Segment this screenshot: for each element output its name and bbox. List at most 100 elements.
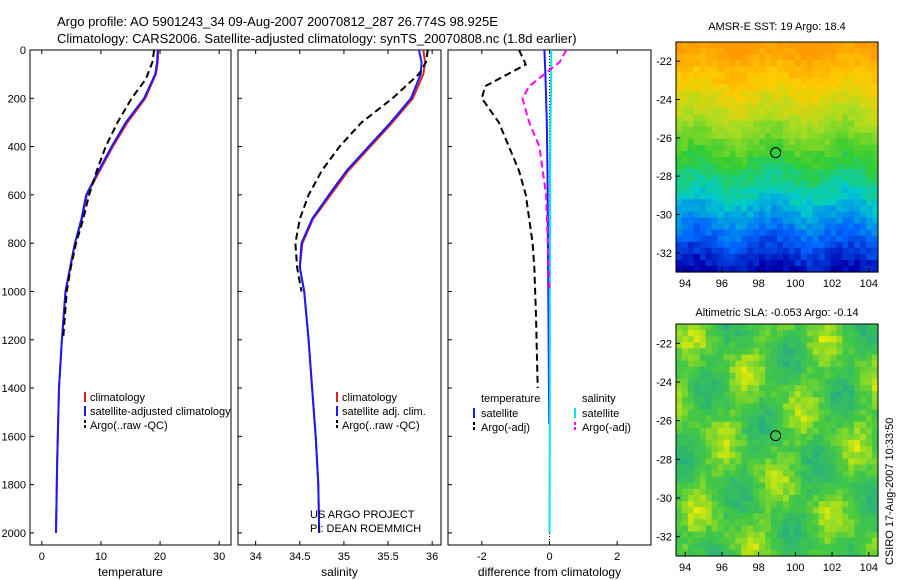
map-cell xyxy=(848,42,855,49)
map-cell xyxy=(693,265,701,273)
map-cell xyxy=(830,385,838,392)
map-cell xyxy=(794,342,802,350)
map-cell xyxy=(794,102,802,110)
map-cell xyxy=(782,446,790,453)
map-cell xyxy=(747,476,754,484)
map-x-tick-label: 102 xyxy=(823,278,841,290)
map-cell xyxy=(866,488,873,496)
map-cell xyxy=(693,324,701,331)
map-cell xyxy=(812,482,820,490)
map-cell xyxy=(782,90,790,98)
map-cell xyxy=(866,54,873,61)
map-cell xyxy=(788,519,796,527)
map-cell xyxy=(723,391,731,398)
map-cell xyxy=(759,163,766,170)
map-cell xyxy=(717,385,725,392)
map-cell xyxy=(723,120,731,128)
map-cell xyxy=(777,409,784,417)
map-cell xyxy=(842,144,849,152)
map-cell xyxy=(759,66,766,73)
map-cell xyxy=(860,324,867,331)
map-cell xyxy=(800,193,808,200)
map-cell xyxy=(806,193,814,200)
legend-entry: Argo(-adj) xyxy=(481,422,530,434)
map-cell xyxy=(771,366,778,374)
map-cell xyxy=(794,458,802,466)
map-cell xyxy=(848,330,855,337)
map-cell xyxy=(806,126,814,134)
map-cell xyxy=(765,126,772,134)
map-cell xyxy=(676,169,683,176)
map-cell xyxy=(872,54,879,61)
map-cell xyxy=(699,360,707,368)
map-cell xyxy=(842,120,849,128)
map-cell xyxy=(741,324,748,331)
map-cell xyxy=(723,72,731,79)
map-cell xyxy=(717,549,725,557)
map-cell xyxy=(830,241,838,249)
map-cell xyxy=(818,205,826,213)
map-cell xyxy=(866,366,873,374)
map-cell xyxy=(806,205,814,213)
map-cell xyxy=(824,537,832,545)
map-cell xyxy=(818,48,826,55)
map-cell xyxy=(794,163,802,170)
map-cell xyxy=(782,175,790,182)
map-cell xyxy=(759,229,766,237)
map-cell xyxy=(794,446,802,453)
map-cell xyxy=(818,84,826,92)
map-cell xyxy=(848,199,855,207)
map-cell xyxy=(717,60,725,67)
map-cell xyxy=(681,391,689,398)
map-cell xyxy=(747,138,754,146)
map-cell xyxy=(782,126,790,134)
map-cell xyxy=(681,464,689,472)
map-cell xyxy=(723,549,731,557)
map-cell xyxy=(860,108,867,116)
map-cell xyxy=(681,229,689,237)
map-cell xyxy=(747,235,754,243)
map-cell xyxy=(777,181,784,188)
map-cell xyxy=(842,397,849,404)
map-cell xyxy=(872,507,879,514)
map-cell xyxy=(818,403,826,411)
map-cell xyxy=(747,229,754,237)
map-cell xyxy=(711,348,719,356)
salinity-profile-panel: 34 34.5 35 35.5 36salinityclimatologysatelli… xyxy=(237,49,442,579)
map-cell xyxy=(872,464,879,472)
map-cell xyxy=(699,175,707,182)
map-cell xyxy=(729,378,737,386)
map-cell xyxy=(693,259,701,267)
map-cell xyxy=(729,181,737,188)
map-cell xyxy=(735,253,742,261)
map-cell xyxy=(741,247,748,255)
map-cell xyxy=(735,476,742,484)
map-cell xyxy=(836,336,843,343)
map-cell xyxy=(759,378,766,386)
map-cell xyxy=(711,259,719,267)
map-cell xyxy=(735,175,742,182)
map-cell xyxy=(693,163,701,170)
map-cell xyxy=(854,525,861,533)
map-cell xyxy=(842,464,849,472)
map-cell xyxy=(824,531,832,539)
map-cell xyxy=(741,78,748,85)
map-cell xyxy=(717,253,725,261)
map-cell xyxy=(711,126,719,134)
map-cell xyxy=(794,378,802,386)
map-cell xyxy=(788,217,796,225)
map-cell xyxy=(735,259,742,267)
map-cell xyxy=(812,163,820,170)
map-cell xyxy=(800,187,808,194)
map-cell xyxy=(723,108,731,116)
map-cell xyxy=(782,84,790,92)
map-cell xyxy=(753,144,760,152)
map-cell xyxy=(771,421,778,429)
map-cell xyxy=(812,409,820,417)
map-cell xyxy=(800,66,808,73)
map-cell xyxy=(836,464,843,472)
map-cell xyxy=(818,354,826,362)
map-cell xyxy=(812,507,820,514)
map-cell xyxy=(711,513,719,520)
map-cell xyxy=(818,476,826,484)
